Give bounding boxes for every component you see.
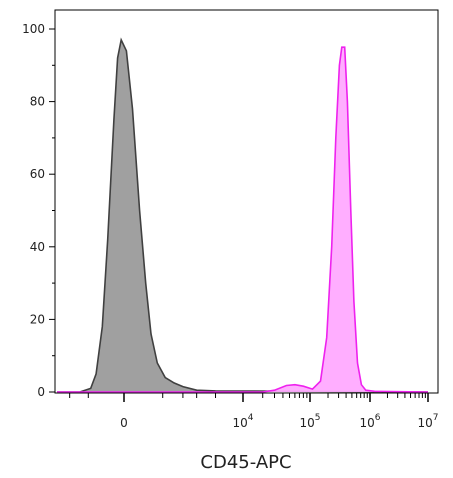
y-tick-label: 80 [30,95,45,109]
y-tick-label: 60 [30,167,45,181]
x-tick-label: 105 [299,413,320,430]
y-tick-label: 0 [37,385,45,399]
x-axis-title: CD45-APC [200,452,291,473]
x-tick-label: 106 [359,413,380,430]
series-0-line [57,37,429,393]
y-tick-label: 100 [22,22,45,36]
x-tick-label: 104 [232,413,253,430]
series-1-line [57,46,429,393]
series-1-area [57,47,428,392]
y-tick-label: 40 [30,240,45,254]
x-tick-label: 0 [120,416,128,430]
y-tick-label: 20 [30,312,45,326]
plot-frame [54,9,439,394]
x-tick-label: 107 [417,413,438,430]
series-0-area [57,39,428,393]
